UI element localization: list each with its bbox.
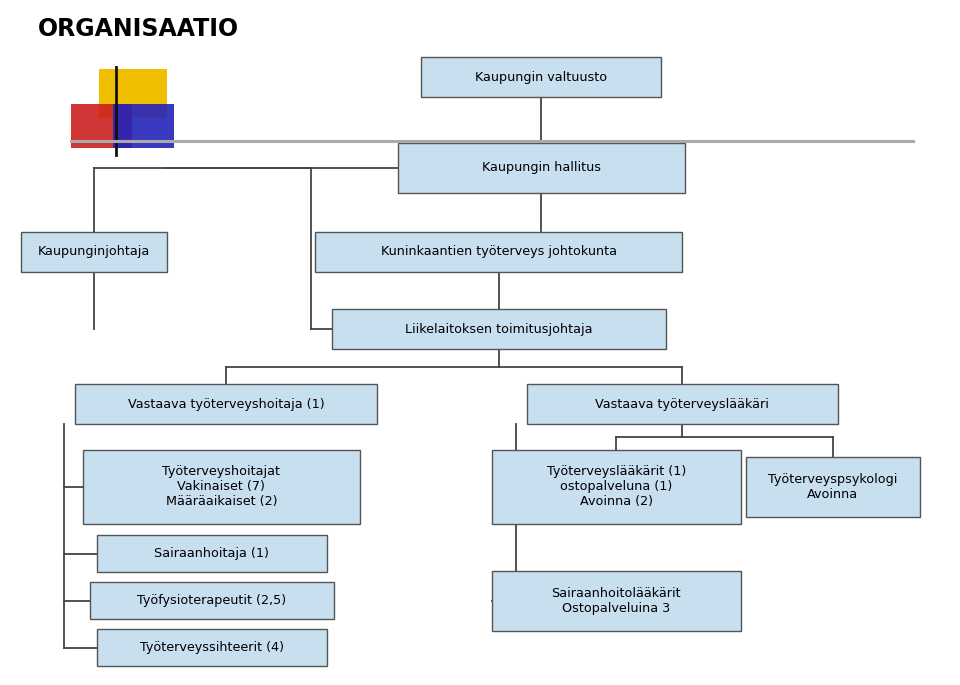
FancyBboxPatch shape: [83, 450, 360, 524]
FancyBboxPatch shape: [421, 58, 661, 97]
Text: Sairaanhoitaja (1): Sairaanhoitaja (1): [155, 547, 270, 560]
FancyBboxPatch shape: [97, 630, 327, 667]
Text: Kuninkaantien työterveys johtokunta: Kuninkaantien työterveys johtokunta: [381, 245, 617, 258]
FancyBboxPatch shape: [492, 450, 741, 524]
FancyBboxPatch shape: [397, 142, 684, 193]
Text: Työfysioterapeutit (2,5): Työfysioterapeutit (2,5): [137, 595, 286, 608]
FancyBboxPatch shape: [89, 582, 334, 619]
Text: Liikelaitoksen toimitusjohtaja: Liikelaitoksen toimitusjohtaja: [405, 323, 592, 336]
Text: Kaupungin valtuusto: Kaupungin valtuusto: [475, 71, 608, 84]
FancyBboxPatch shape: [746, 457, 920, 517]
Bar: [113, 104, 174, 148]
Text: Työterveyshoitajat
Vakinaiset (7)
Määräaikaiset (2): Työterveyshoitajat Vakinaiset (7) Määräa…: [162, 465, 280, 508]
Text: Työterveyssihteerit (4): Työterveyssihteerit (4): [140, 641, 284, 654]
Bar: [99, 69, 167, 118]
FancyBboxPatch shape: [332, 309, 666, 349]
Text: Työterveyspsykologi
Avoinna: Työterveyspsykologi Avoinna: [768, 473, 898, 501]
FancyBboxPatch shape: [76, 384, 376, 425]
Text: Kaupunginjohtaja: Kaupunginjohtaja: [38, 245, 151, 258]
FancyBboxPatch shape: [97, 536, 327, 573]
Text: Vastaava työterveyslääkäri: Vastaava työterveyslääkäri: [595, 398, 769, 411]
FancyBboxPatch shape: [21, 232, 167, 272]
Text: Työterveyslääkärit (1)
ostopalveluna (1)
Avoinna (2): Työterveyslääkärit (1) ostopalveluna (1)…: [547, 465, 686, 508]
FancyBboxPatch shape: [492, 571, 741, 631]
Text: Kaupungin hallitus: Kaupungin hallitus: [482, 162, 601, 175]
Text: ORGANISAATIO: ORGANISAATIO: [37, 17, 239, 41]
Text: Vastaava työterveyshoitaja (1): Vastaava työterveyshoitaja (1): [128, 398, 324, 411]
Bar: [71, 104, 132, 148]
FancyBboxPatch shape: [527, 384, 837, 425]
Text: Sairaanhoitolääkärit
Ostopalveluina 3: Sairaanhoitolääkärit Ostopalveluina 3: [552, 587, 682, 615]
FancyBboxPatch shape: [315, 232, 683, 272]
